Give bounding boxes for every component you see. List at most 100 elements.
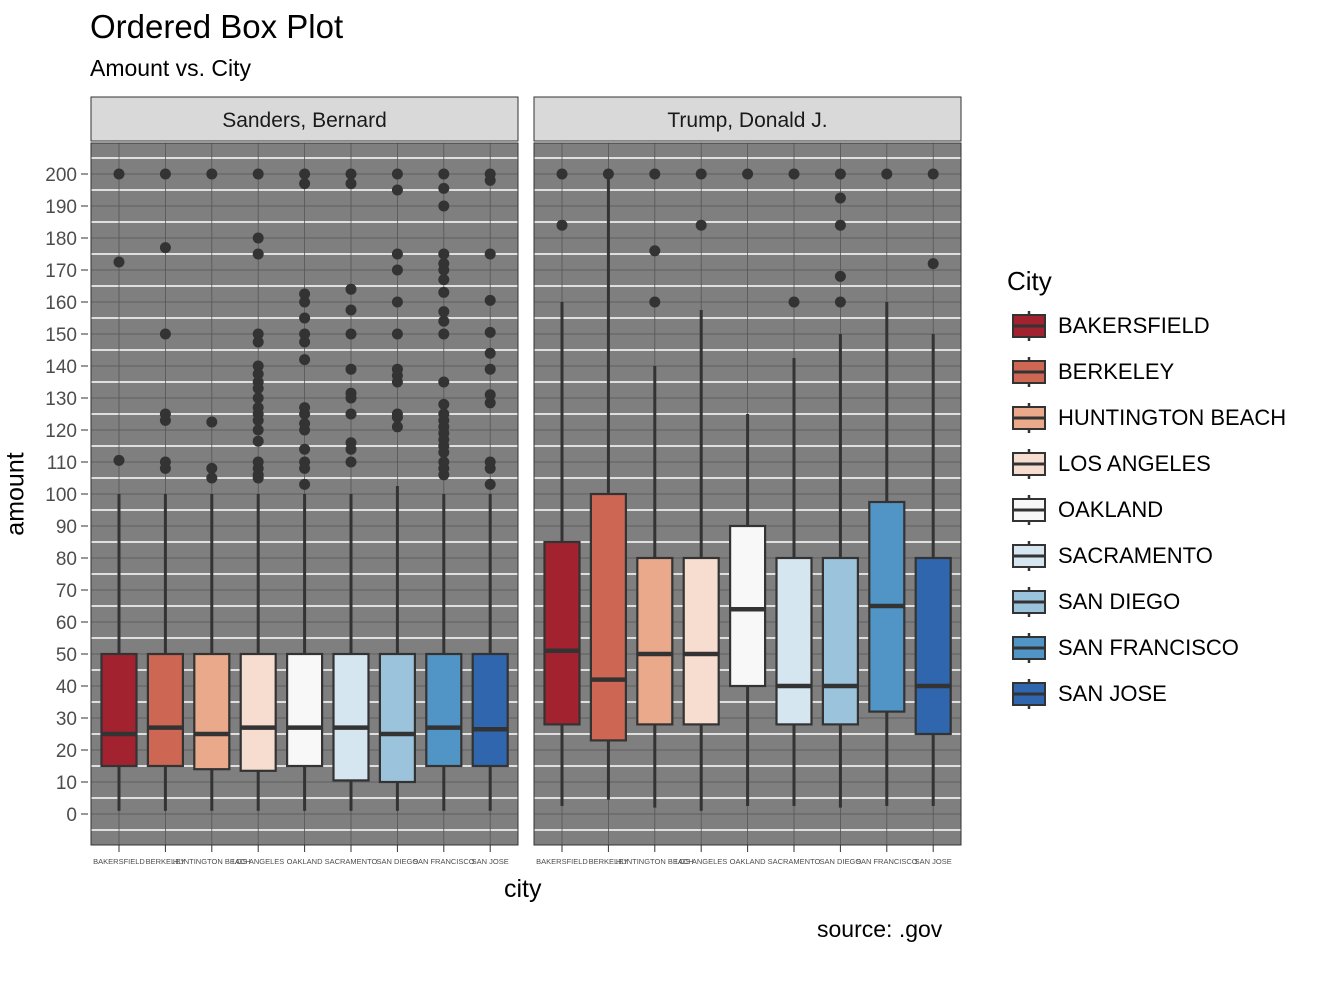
outlier-point — [299, 328, 311, 340]
outlier-point — [788, 296, 800, 308]
x-tick-label: HUNTINGTON BEACH — [173, 857, 251, 866]
facet-label: Trump, Donald J. — [667, 109, 827, 132]
outlier-point — [113, 168, 125, 180]
outlier-point — [299, 178, 311, 190]
outlier-point — [206, 472, 218, 484]
outlier-point — [438, 398, 450, 410]
y-tick-label: 160 — [45, 293, 77, 314]
outlier-point — [345, 304, 357, 316]
outlier-point — [299, 478, 311, 490]
outlier-point — [438, 328, 450, 340]
chart-caption: source: .gov — [817, 916, 943, 942]
outlier-point — [438, 456, 450, 468]
outlier-point — [159, 408, 171, 420]
outlier-point — [345, 456, 357, 468]
legend-title: City — [1007, 266, 1052, 296]
outlier-point — [391, 421, 403, 433]
outlier-point — [695, 168, 707, 180]
facet-strip — [90, 96, 519, 142]
outlier-point — [299, 354, 311, 366]
outlier-point — [438, 274, 450, 286]
legend-label: SAN DIEGO — [1058, 589, 1181, 614]
outlier-point — [881, 168, 893, 180]
x-tick-label: SAN FRANCISCO — [413, 857, 475, 866]
outlier-point — [438, 248, 450, 260]
box — [193, 652, 231, 771]
outlier-point — [345, 387, 357, 399]
legend-label: HUNTINGTON BEACH — [1058, 405, 1287, 430]
x-tick-label: LOS ANGELES — [232, 857, 284, 866]
y-tick-label: 110 — [47, 453, 77, 474]
outlier-point — [649, 296, 661, 308]
y-tick-label: 20 — [56, 741, 77, 762]
legend-swatch — [1012, 679, 1046, 709]
y-tick-label: 170 — [45, 261, 77, 282]
legend-label: LOS ANGELES — [1058, 451, 1211, 476]
box — [425, 652, 463, 768]
outlier-point — [927, 168, 939, 180]
x-tick-label: SAN JOSE — [915, 857, 952, 866]
x-tick-label: SAN DIEGO — [377, 857, 419, 866]
y-tick-label: 120 — [45, 421, 77, 442]
legend-label: SACRAMENTO — [1058, 543, 1213, 568]
outlier-point — [484, 397, 496, 409]
y-tick-label: 200 — [45, 165, 77, 186]
x-tick-label: SAN FRANCISCO — [856, 857, 918, 866]
y-tick-label: 90 — [56, 517, 77, 538]
outlier-point — [252, 168, 264, 180]
outlier-point — [252, 456, 264, 468]
outlier-point — [252, 232, 264, 244]
y-tick-label: 0 — [66, 805, 77, 826]
outlier-point — [742, 168, 754, 180]
outlier-point — [649, 245, 661, 257]
outlier-point — [299, 312, 311, 324]
outlier-point — [391, 168, 403, 180]
outlier-point — [438, 408, 450, 420]
box — [543, 540, 581, 726]
panel-border — [90, 142, 519, 846]
outlier-point — [252, 424, 264, 436]
outlier-point — [438, 258, 450, 270]
outlier-point — [252, 435, 264, 447]
outlier-point — [299, 443, 311, 455]
box — [636, 556, 674, 726]
x-tick-label: LOS ANGELES — [675, 857, 727, 866]
y-tick-label: 130 — [45, 389, 77, 410]
outlier-point — [788, 168, 800, 180]
outlier-point — [438, 315, 450, 327]
outlier-point — [484, 478, 496, 490]
outlier-point — [484, 347, 496, 359]
box — [146, 652, 184, 768]
chart-subtitle: Amount vs. City — [90, 55, 252, 81]
legend-label: SAN JOSE — [1058, 681, 1167, 706]
outlier-point — [391, 363, 403, 375]
x-tick-label: HUNTINGTON BEACH — [616, 857, 694, 866]
outlier-point — [834, 219, 846, 231]
x-tick-label: SAN DIEGO — [820, 857, 862, 866]
box — [100, 652, 138, 768]
chart-title: Ordered Box Plot — [90, 8, 344, 45]
y-tick-label: 80 — [56, 549, 77, 570]
outlier-point — [252, 336, 264, 348]
legend-swatch — [1012, 541, 1046, 571]
outlier-point — [438, 168, 450, 180]
outlier-point — [159, 328, 171, 340]
outlier-point — [252, 402, 264, 414]
outlier-point — [695, 219, 707, 231]
outlier-point — [299, 402, 311, 414]
outlier-point — [438, 306, 450, 318]
x-tick-label: BAKERSFIELD — [93, 857, 145, 866]
outlier-point — [438, 286, 450, 298]
outlier-point — [252, 368, 264, 380]
outlier-point — [484, 389, 496, 401]
box — [332, 652, 370, 782]
outlier-point — [113, 256, 125, 268]
legend-swatch — [1012, 357, 1046, 387]
outlier-point — [484, 363, 496, 375]
legend-label: OAKLAND — [1058, 497, 1164, 522]
x-tick-label: BAKERSFIELD — [536, 857, 588, 866]
box — [821, 556, 860, 726]
outlier-point — [484, 326, 496, 338]
box — [682, 556, 720, 726]
outlier-point — [252, 360, 264, 372]
